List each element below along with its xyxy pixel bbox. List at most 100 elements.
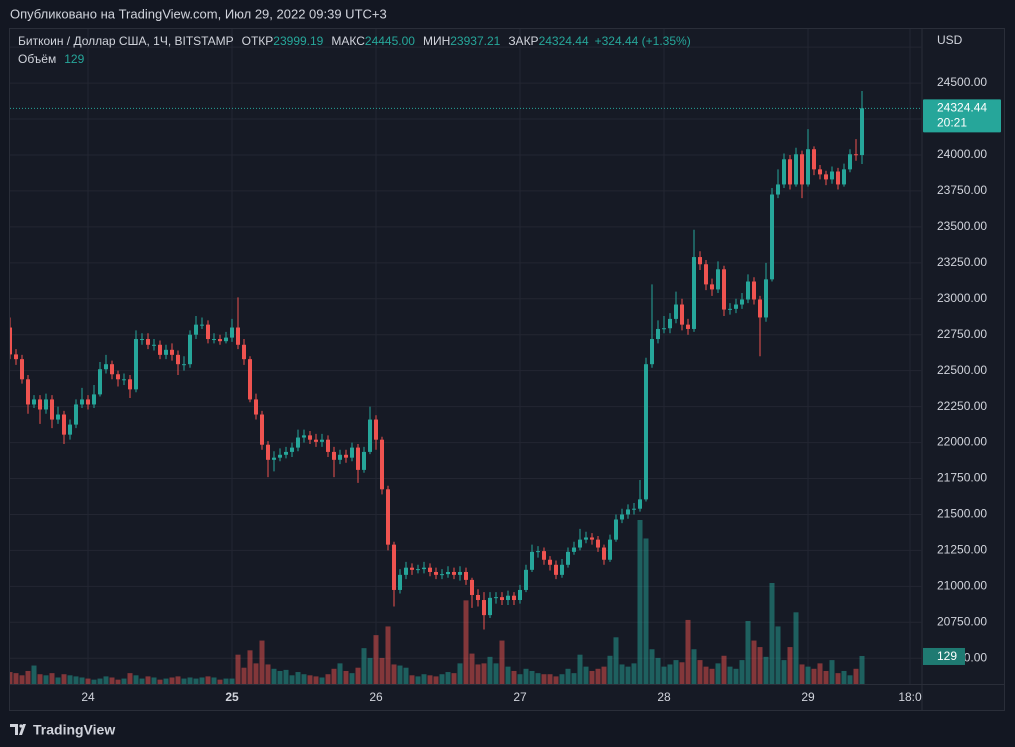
legend-field-value: 23937.21 bbox=[450, 34, 500, 48]
volume-bar bbox=[73, 676, 79, 684]
volume-bar bbox=[103, 676, 109, 684]
volume-bar bbox=[265, 664, 271, 684]
volume-bar bbox=[55, 677, 61, 684]
candle-body bbox=[74, 404, 78, 425]
y-tick-label: 21000.00 bbox=[937, 579, 987, 593]
volume-bar bbox=[739, 660, 745, 684]
volume-bar bbox=[397, 665, 403, 684]
candle-body bbox=[134, 339, 138, 390]
x-tick-label: 28 bbox=[657, 690, 671, 704]
legend-field-value: 24445.00 bbox=[365, 34, 415, 48]
candle-body bbox=[650, 339, 654, 365]
volume-bar bbox=[343, 670, 349, 684]
volume-bar bbox=[199, 677, 205, 684]
volume-bar bbox=[367, 657, 373, 684]
candle-body bbox=[584, 537, 588, 540]
candle-body bbox=[266, 444, 270, 460]
candle-body bbox=[674, 304, 678, 319]
candle-body bbox=[518, 589, 522, 601]
candle-body bbox=[440, 574, 444, 576]
candle-body bbox=[404, 567, 408, 575]
candle-body bbox=[752, 281, 756, 300]
candle-body bbox=[224, 337, 228, 342]
candle-body bbox=[236, 327, 240, 345]
volume-bar bbox=[553, 676, 559, 684]
volume-bar bbox=[361, 648, 367, 684]
volume-bar bbox=[151, 677, 157, 684]
candle-body bbox=[380, 439, 384, 490]
candle-body bbox=[110, 364, 114, 375]
volume-bar bbox=[829, 660, 835, 684]
candle-body bbox=[680, 304, 684, 325]
candle-body bbox=[602, 547, 606, 560]
volume-bar bbox=[715, 663, 721, 684]
volume-bar bbox=[145, 676, 151, 684]
volume-name: Объём bbox=[18, 52, 56, 66]
volume-bar bbox=[781, 660, 787, 684]
candle-body bbox=[338, 454, 342, 460]
y-tick-label: 21250.00 bbox=[937, 543, 987, 557]
candle-body bbox=[470, 579, 474, 595]
candle-body bbox=[542, 551, 546, 560]
candle-body bbox=[632, 508, 636, 510]
candle-body bbox=[200, 324, 204, 326]
candle-body bbox=[248, 359, 252, 400]
volume-bar bbox=[175, 676, 181, 684]
candle-body bbox=[698, 257, 702, 265]
candle-body bbox=[620, 514, 624, 520]
candle-body bbox=[482, 600, 486, 616]
volume-bar bbox=[481, 663, 487, 684]
volume-bar bbox=[763, 656, 769, 684]
volume-bar bbox=[637, 520, 643, 684]
volume-bar bbox=[709, 668, 715, 684]
candle-body bbox=[608, 539, 612, 560]
candle-body bbox=[812, 149, 816, 170]
candle-body bbox=[386, 489, 390, 545]
usd-label-bg bbox=[923, 29, 1003, 51]
volume-bar bbox=[691, 649, 697, 684]
volume-bar bbox=[271, 668, 277, 684]
volume-badge-label: 129 bbox=[937, 649, 957, 663]
candle-body bbox=[122, 379, 126, 381]
candle-body bbox=[38, 399, 42, 410]
volume-bar bbox=[121, 678, 127, 684]
volume-bar bbox=[421, 674, 427, 684]
candle-body bbox=[596, 539, 600, 548]
symbol-name: Биткоин / Доллар США, 1Ч, BITSTAMP bbox=[18, 34, 234, 48]
volume-bar bbox=[223, 678, 229, 684]
volume-bar bbox=[139, 678, 145, 684]
volume-bar bbox=[541, 674, 547, 684]
x-tick-label: 26 bbox=[369, 690, 383, 704]
volume-bar bbox=[379, 657, 385, 684]
candle-body bbox=[320, 439, 324, 442]
candle-body bbox=[578, 539, 582, 548]
volume-bar bbox=[217, 679, 223, 684]
candle-body bbox=[686, 324, 690, 329]
volume-bar bbox=[655, 657, 661, 684]
candle-body bbox=[86, 399, 90, 405]
candle-body bbox=[158, 344, 162, 355]
candle-body bbox=[302, 435, 306, 438]
candle-body bbox=[170, 349, 174, 355]
volume-bar bbox=[613, 637, 619, 684]
candle-body bbox=[572, 547, 576, 552]
candle-body bbox=[854, 154, 858, 156]
candle-body bbox=[176, 354, 180, 365]
candle-body bbox=[716, 269, 720, 290]
y-tick-label: 22750.00 bbox=[937, 327, 987, 341]
volume-bar bbox=[589, 670, 595, 684]
legend-field-name: МИН bbox=[423, 34, 450, 48]
candle-body bbox=[260, 414, 264, 445]
volume-bar bbox=[733, 668, 739, 684]
candle-body bbox=[392, 544, 396, 590]
volume-bar bbox=[193, 678, 199, 684]
y-tick-label: 23000.00 bbox=[937, 291, 987, 305]
legend: Биткоин / Доллар США, 1Ч, BITSTAMP ОТКР23… bbox=[18, 34, 691, 48]
candle-body bbox=[488, 597, 492, 616]
volume-bar bbox=[247, 650, 253, 684]
legend-field-value: 24324.44 bbox=[539, 34, 589, 48]
volume-bar bbox=[31, 665, 37, 684]
volume-bar bbox=[451, 673, 457, 684]
y-tick-label: 21750.00 bbox=[937, 471, 987, 485]
x-tick-label: 18:0 bbox=[898, 690, 922, 704]
